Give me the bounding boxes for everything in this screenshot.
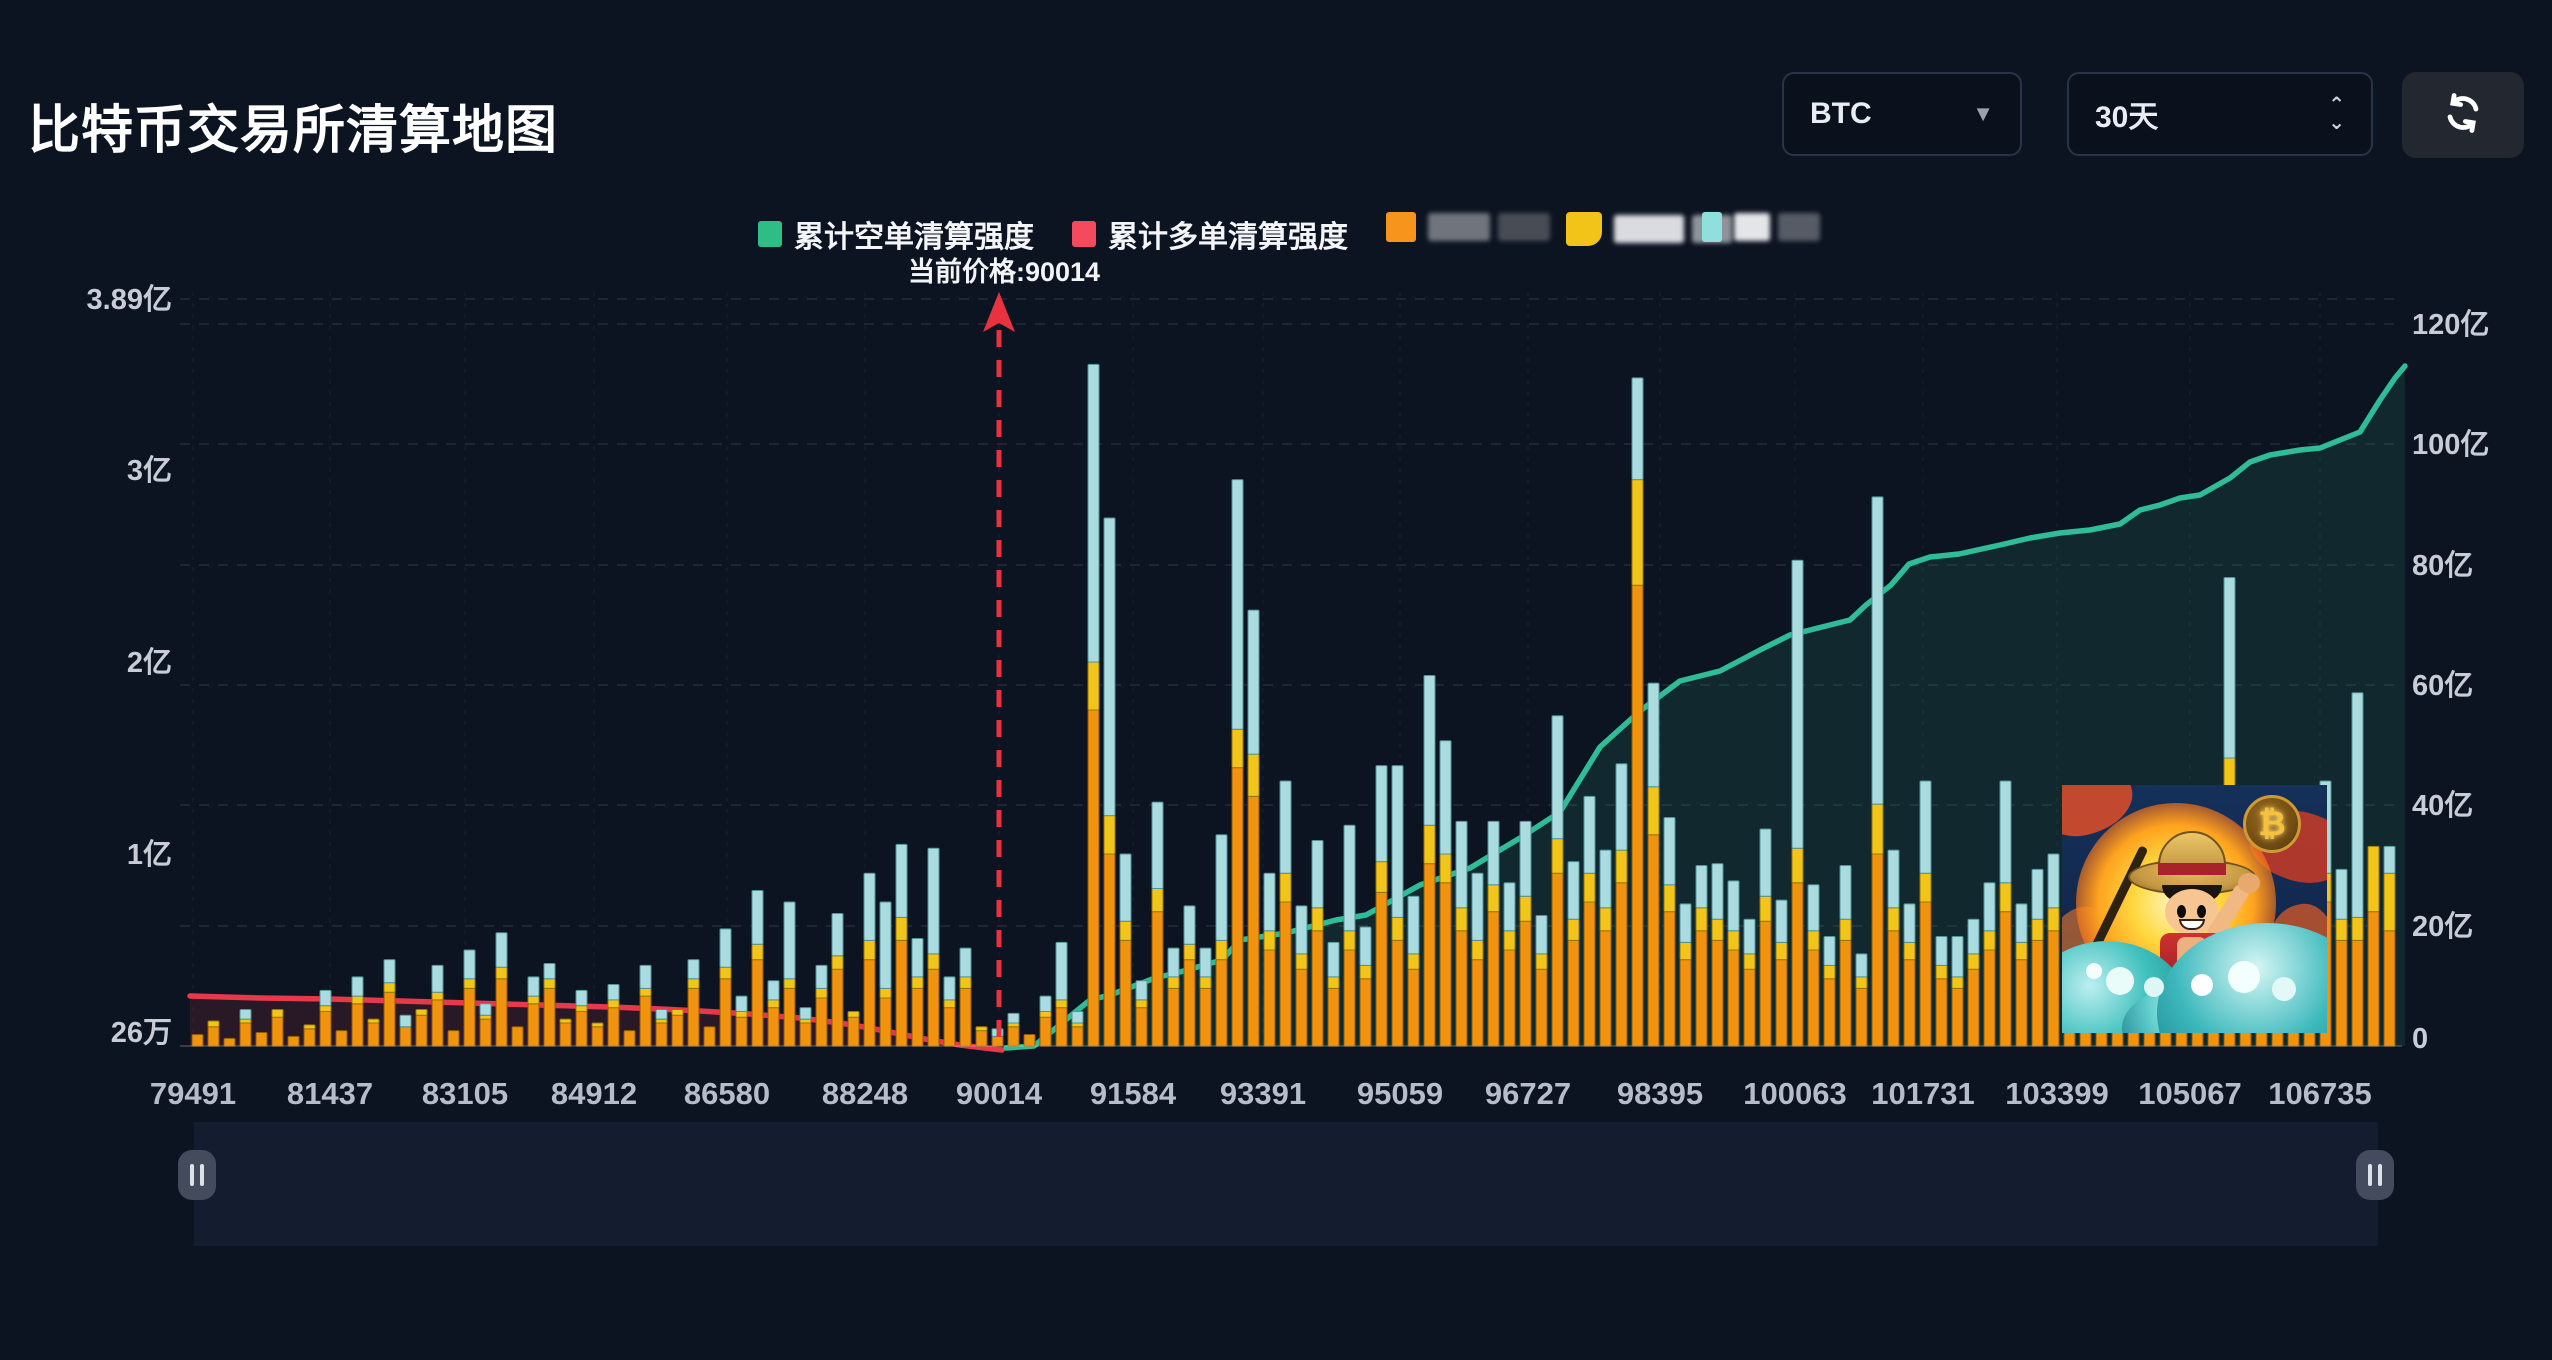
- svg-text:84912: 84912: [551, 1076, 637, 1111]
- svg-text:120亿: 120亿: [2412, 308, 2489, 341]
- svg-text:20亿: 20亿: [2412, 910, 2473, 943]
- period-select[interactable]: 30天 ⌃ ⌄: [2067, 72, 2373, 156]
- hat-band: [2158, 863, 2226, 875]
- svg-text:3亿: 3亿: [127, 454, 172, 487]
- coin-select-value: BTC: [1810, 97, 1872, 130]
- refresh-button[interactable]: [2402, 72, 2524, 158]
- svg-text:96727: 96727: [1485, 1076, 1571, 1111]
- legend-label: 累计空单清算强度: [794, 221, 1034, 254]
- masked-label: [1428, 213, 1550, 241]
- chevron-down-icon: ▼: [1972, 101, 1994, 126]
- spinner-arrows-icon: ⌃ ⌄: [2328, 94, 2345, 134]
- svg-text:3.89亿: 3.89亿: [87, 283, 172, 316]
- legend-swatch-red: [1072, 221, 1096, 247]
- page-title: 比特币交易所清算地图: [28, 102, 559, 160]
- legend-swatch-yellow: [1566, 212, 1602, 246]
- refresh-icon: [2437, 87, 2489, 144]
- svg-text:103399: 103399: [2005, 1076, 2108, 1111]
- svg-text:95059: 95059: [1357, 1076, 1443, 1111]
- masked-label: [1734, 213, 1820, 241]
- current-price-label: 当前价格:90014: [907, 257, 1101, 287]
- svg-text:88248: 88248: [822, 1076, 908, 1111]
- bitcoin-coin-icon: ₿: [2243, 795, 2301, 853]
- legend-label: 累计多单清算强度: [1108, 221, 1348, 254]
- left-axis-labels: 3.89亿 3亿 2亿 1亿 26万: [87, 283, 172, 1049]
- svg-text:26万: 26万: [111, 1017, 172, 1049]
- legend-item-exchange-1[interactable]: [1386, 212, 1550, 242]
- svg-text:91584: 91584: [1090, 1076, 1177, 1111]
- svg-text:81437: 81437: [287, 1076, 373, 1111]
- svg-text:106735: 106735: [2268, 1076, 2371, 1111]
- svg-text:98395: 98395: [1617, 1076, 1703, 1111]
- svg-text:1亿: 1亿: [127, 838, 172, 871]
- legend-swatch-orange: [1386, 212, 1416, 242]
- right-axis-labels: 120亿 100亿 80亿 60亿 40亿 20亿 0: [2412, 308, 2489, 1055]
- svg-text:86580: 86580: [684, 1076, 770, 1111]
- svg-text:60亿: 60亿: [2412, 669, 2473, 702]
- svg-text:83105: 83105: [422, 1076, 508, 1111]
- legend-item-exchange-2[interactable]: [1566, 212, 1732, 246]
- svg-text:80亿: 80亿: [2412, 549, 2473, 582]
- legend-swatch-cyan: [1702, 212, 1722, 242]
- svg-text:93391: 93391: [1220, 1076, 1306, 1111]
- svg-text:105067: 105067: [2138, 1076, 2241, 1111]
- range-slider-right-handle[interactable]: [2356, 1150, 2394, 1200]
- legend-swatch-teal: [758, 221, 782, 247]
- legend-item-long[interactable]: 累计多单清算强度: [1072, 212, 1348, 256]
- legend-item-exchange-3[interactable]: [1702, 212, 1820, 242]
- svg-text:40亿: 40亿: [2412, 789, 2473, 822]
- svg-text:90014: 90014: [956, 1076, 1043, 1111]
- coin-select[interactable]: BTC ▼: [1782, 72, 2022, 156]
- svg-text:2亿: 2亿: [127, 646, 172, 679]
- svg-text:100亿: 100亿: [2412, 428, 2489, 461]
- current-price-arrow: [983, 292, 1015, 332]
- svg-text:100063: 100063: [1743, 1076, 1846, 1111]
- svg-text:79491: 79491: [150, 1076, 236, 1111]
- period-select-value: 30天: [2095, 101, 2159, 134]
- svg-text:101731: 101731: [1871, 1076, 1974, 1111]
- svg-text:0: 0: [2412, 1023, 2428, 1055]
- legend-item-short[interactable]: 累计空单清算强度: [758, 212, 1034, 256]
- watermark-image: ₿: [2062, 785, 2327, 1033]
- range-slider-left-handle[interactable]: [178, 1150, 216, 1200]
- x-axis-labels: 79491 81437 83105 84912 86580 88248 90014 91584…: [150, 1076, 2372, 1111]
- character-hand: [2238, 873, 2260, 893]
- wave-foam: [2086, 963, 2102, 979]
- range-slider-track[interactable]: [194, 1122, 2378, 1246]
